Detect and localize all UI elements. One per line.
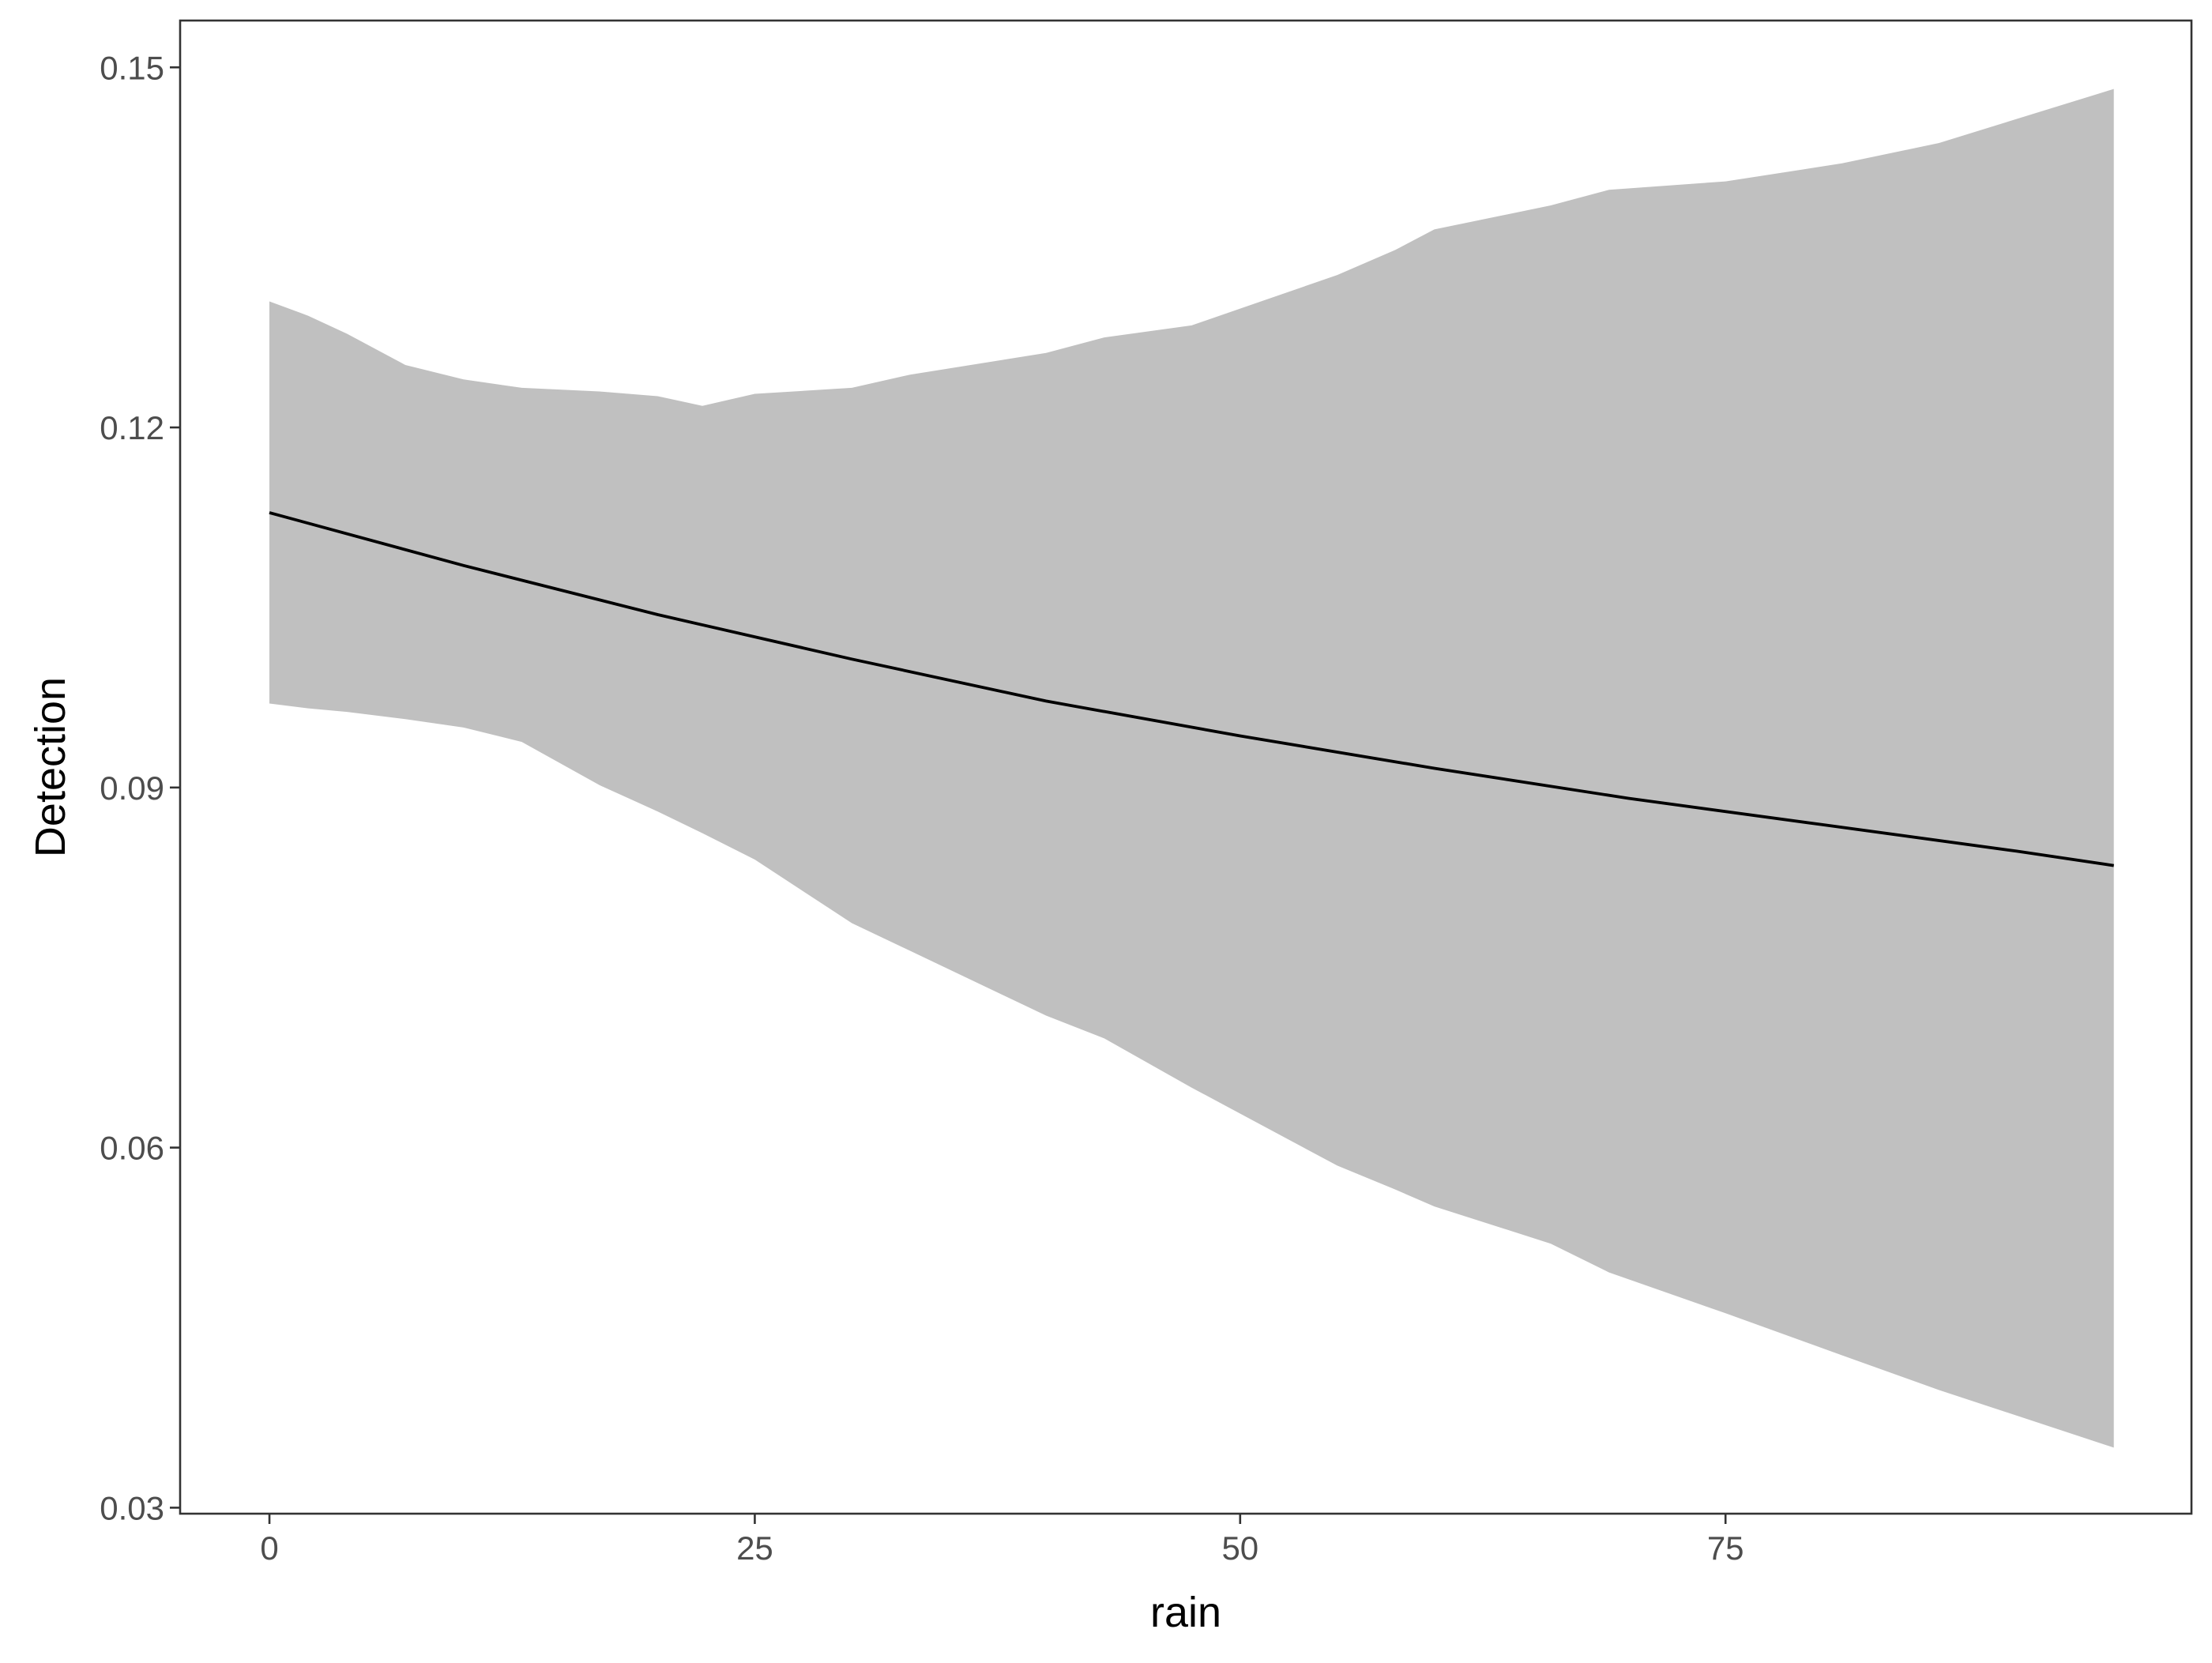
x-tick-label: 50 bbox=[1221, 1529, 1258, 1567]
x-axis: 0 25 50 75 bbox=[260, 1514, 1744, 1567]
confidence-band-layer bbox=[269, 88, 2114, 1448]
x-tick-label: 25 bbox=[736, 1529, 773, 1567]
y-tick-label: 0.15 bbox=[100, 49, 164, 86]
plot-panel-border bbox=[179, 19, 2193, 1515]
y-tick-label: 0.03 bbox=[100, 1489, 164, 1526]
x-tick-label: 75 bbox=[1707, 1529, 1744, 1567]
trend-line bbox=[269, 511, 2114, 867]
y-tick-label: 0.12 bbox=[100, 409, 164, 446]
y-axis-title: Detection bbox=[27, 677, 74, 857]
trend-line-layer bbox=[269, 511, 2114, 867]
x-axis-title: rain bbox=[1150, 1589, 1221, 1636]
y-tick-label: 0.06 bbox=[100, 1130, 164, 1167]
x-tick-label: 0 bbox=[260, 1529, 278, 1567]
y-tick-label: 0.09 bbox=[100, 769, 164, 807]
y-axis: 0.03 0.06 0.09 0.12 0.15 bbox=[100, 49, 180, 1526]
confidence-band bbox=[269, 88, 2114, 1448]
